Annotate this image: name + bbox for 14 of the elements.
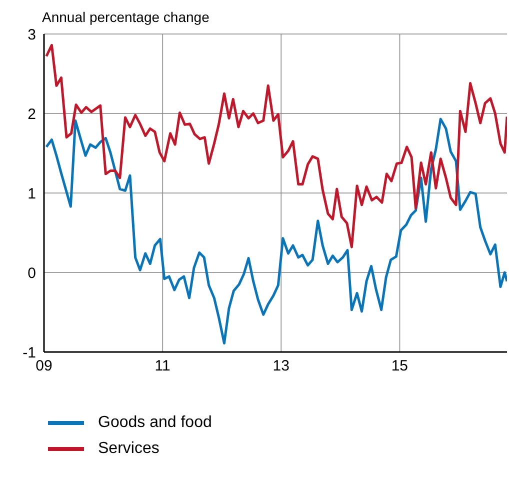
- x-tick-label: 15: [391, 358, 408, 375]
- y-tick-label: 2: [28, 106, 36, 123]
- line-series: [45, 118, 507, 345]
- y-tick-label: 3: [28, 26, 36, 44]
- y-tick-label: 0: [28, 264, 36, 282]
- x-tick-label: 13: [272, 358, 290, 375]
- y-tick-label: 1: [28, 185, 36, 202]
- legend-label: Services: [98, 440, 160, 458]
- x-tick-label: 09: [36, 358, 52, 375]
- y-axis-title: Annual percentage change: [41, 8, 210, 26]
- y-tick-label: -1: [22, 344, 36, 362]
- x-tick-label: 11: [154, 358, 170, 375]
- legend-label: Goods and food: [98, 414, 212, 432]
- line-series: [45, 44, 507, 248]
